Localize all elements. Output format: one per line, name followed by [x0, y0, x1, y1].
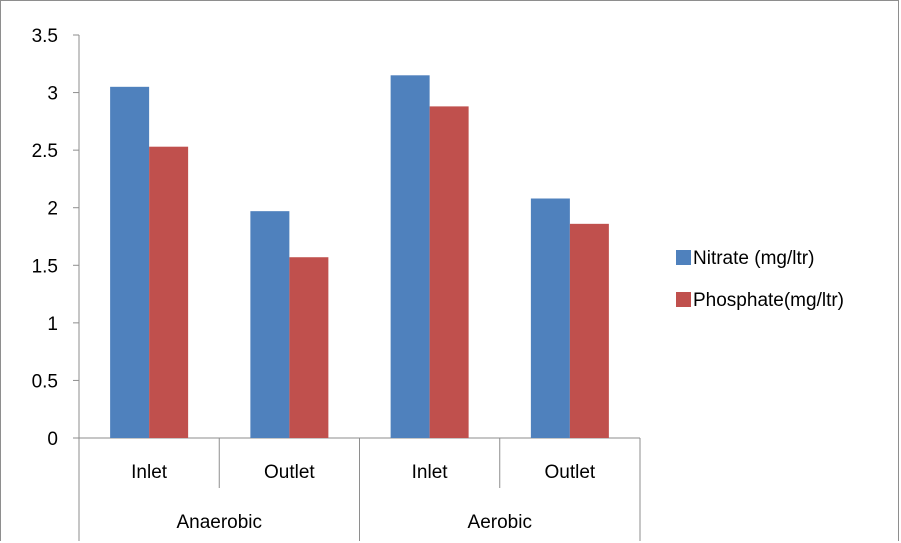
y-tick-label: 2	[47, 199, 58, 220]
bar-nitrate	[530, 198, 570, 438]
legend-label: Phosphate(mg/ltr)	[693, 290, 844, 311]
y-tick-label: 3.5	[32, 26, 58, 47]
bar-phosphate	[429, 106, 469, 438]
x-category-label: Inlet	[131, 462, 168, 483]
bar-phosphate	[569, 223, 609, 438]
y-tick-label: 0	[47, 429, 58, 450]
x-category-label: Inlet	[412, 462, 449, 483]
x-group-label: Aerobic	[468, 512, 532, 533]
y-tick-label: 0.5	[32, 371, 58, 392]
x-category-label: Outlet	[545, 462, 596, 483]
x-group-label: Anaerobic	[176, 512, 262, 533]
bar-phosphate	[149, 146, 189, 438]
bar-nitrate	[110, 86, 150, 439]
legend-label: Nitrate (mg/ltr)	[693, 248, 814, 269]
x-category-label: Outlet	[264, 462, 315, 483]
y-tick-label: 2.5	[32, 141, 58, 162]
y-tick-label: 1.5	[32, 256, 58, 277]
legend-swatch	[676, 292, 691, 307]
bar-nitrate	[250, 211, 290, 438]
y-tick-label: 3	[47, 84, 58, 105]
y-tick-label: 1	[47, 314, 58, 335]
legend-swatch	[676, 250, 691, 265]
bar-phosphate	[289, 257, 329, 438]
bar-nitrate	[390, 75, 430, 439]
